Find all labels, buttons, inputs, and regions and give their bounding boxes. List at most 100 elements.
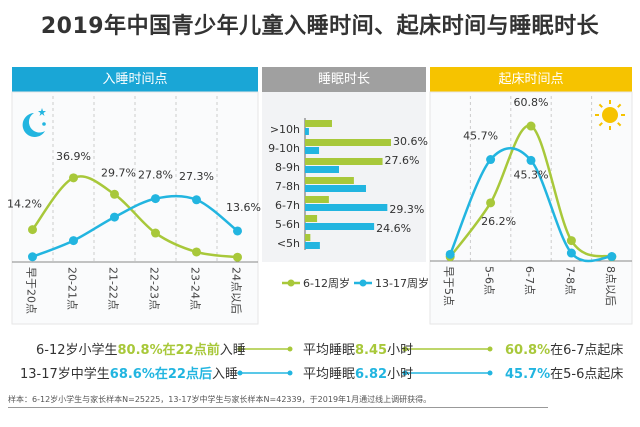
bar <box>305 204 388 211</box>
connector-dot <box>487 346 493 352</box>
data-point <box>28 225 37 235</box>
bar <box>305 158 383 165</box>
sun-shape <box>602 107 618 123</box>
data-point <box>566 248 576 258</box>
data-point <box>566 236 576 246</box>
summary-wake-primary: 60.8%在6-7点起床 <box>505 339 623 358</box>
sleep-time-header: 入睡时间点 <box>12 67 258 92</box>
data-point <box>486 155 496 165</box>
star-shape <box>38 108 46 116</box>
sun-ray <box>598 103 603 108</box>
data-label: 45.7% <box>463 130 498 143</box>
data-point <box>233 226 242 236</box>
data-point <box>110 189 119 199</box>
data-point <box>151 194 160 204</box>
star-dot <box>42 122 46 126</box>
data-label: 14.2% <box>7 198 42 211</box>
moon-shape <box>22 113 45 137</box>
x-tick-label: 24点以后 <box>230 267 243 314</box>
data-label: 29.7% <box>101 166 136 179</box>
y-tick-label: 5-6h <box>275 218 300 231</box>
text: 平均睡眠 <box>303 343 356 358</box>
sleep-panel-bg <box>11 91 259 325</box>
bar-label: 29.3% <box>389 203 424 216</box>
data-point <box>607 252 617 262</box>
bar <box>305 185 366 192</box>
y-tick-label: 9-10h <box>268 142 300 155</box>
bar <box>305 166 340 173</box>
sun-ray <box>598 122 603 127</box>
data-point <box>110 212 119 222</box>
text: 13-17岁中学生 <box>20 367 110 382</box>
text: 6-12岁小学生 <box>36 343 118 358</box>
sun-icon <box>595 100 625 130</box>
connector-dot <box>287 370 293 376</box>
connector-dot <box>402 370 408 376</box>
summary-wake-secondary: 45.7%在5-6点起床 <box>505 363 623 382</box>
data-point <box>526 121 536 131</box>
summary-sleep-primary: 6-12岁小学生80.8%在22点前入睡 <box>36 339 246 358</box>
connector-dot <box>287 346 293 352</box>
data-point <box>151 228 160 238</box>
text: 入睡 <box>211 367 238 382</box>
wake-time-header: 起床时间点 <box>430 67 632 92</box>
data-point <box>445 249 455 259</box>
sun-ray <box>617 122 622 127</box>
x-tick-label: 20-21点 <box>66 267 79 310</box>
legend-label: 6-12周岁 <box>303 276 350 290</box>
text: 平均睡眠 <box>303 367 356 382</box>
x-tick-label: 23-24点 <box>189 267 202 310</box>
footnote: 样本：6-12岁小学生与家长样本N=25225，13-17岁中学生与家长样本N=… <box>8 394 548 408</box>
x-tick-label: 21-22点 <box>107 267 120 310</box>
highlight: 80.8%在22点前 <box>117 343 220 358</box>
highlight: 6.82 <box>355 367 388 382</box>
page-title: 2019年中国青少年儿童入睡时间、起床时间与睡眠时长 <box>40 14 600 39</box>
connector-dot <box>237 346 243 352</box>
highlight: 60.8% <box>505 343 551 358</box>
text: 入睡 <box>219 343 246 358</box>
x-tick-label: 22-23点 <box>148 267 161 310</box>
x-tick-label: 5-6点 <box>483 266 496 295</box>
connector-dot <box>487 370 493 376</box>
data-point <box>69 173 78 183</box>
x-tick-label: 早于20点 <box>25 267 38 314</box>
data-point <box>28 252 37 262</box>
bar <box>305 120 332 127</box>
summary-row-primary: 6-12岁小学生80.8%在22点前入睡 平均睡眠8.45小时 60.8%在6-… <box>0 339 640 359</box>
summary-duration-secondary: 平均睡眠6.82小时 <box>303 363 413 382</box>
data-point <box>486 198 496 208</box>
data-point <box>233 252 242 262</box>
summary-duration-primary: 平均睡眠8.45小时 <box>303 339 413 358</box>
y-tick-label: >10h <box>270 123 300 136</box>
data-point <box>69 236 78 246</box>
bar <box>305 128 309 135</box>
data-label: 26.2% <box>481 215 516 228</box>
data-label: 27.8% <box>138 169 173 182</box>
bar <box>305 223 375 230</box>
bar <box>305 242 320 249</box>
data-label: 36.9% <box>56 150 91 163</box>
connector-dot <box>402 346 408 352</box>
data-label: 13.6% <box>226 201 261 214</box>
data-point <box>192 195 201 205</box>
legend-marker <box>287 279 295 287</box>
bar <box>305 215 318 222</box>
data-label: 45.3% <box>514 168 549 181</box>
x-tick-label: 6-7点 <box>523 266 536 295</box>
bar <box>305 177 354 184</box>
data-label: 60.8% <box>514 96 549 109</box>
data-label: 27.3% <box>179 170 214 183</box>
legend-marker <box>359 279 367 287</box>
highlight: 45.7% <box>505 367 551 382</box>
x-tick-label: 7-8点 <box>563 266 576 295</box>
sleep-duration-header: 睡眠时长 <box>262 67 426 92</box>
legend-label: 13-17周岁 <box>375 276 429 290</box>
bar <box>305 147 320 154</box>
bar-label: 30.6% <box>393 135 428 148</box>
y-tick-label: 6-7h <box>275 199 300 212</box>
wake-panel-bg <box>429 91 633 325</box>
highlight: 8.45 <box>355 343 388 358</box>
text: 小时 <box>387 367 414 382</box>
text: 在5-6点起床 <box>550 367 624 382</box>
